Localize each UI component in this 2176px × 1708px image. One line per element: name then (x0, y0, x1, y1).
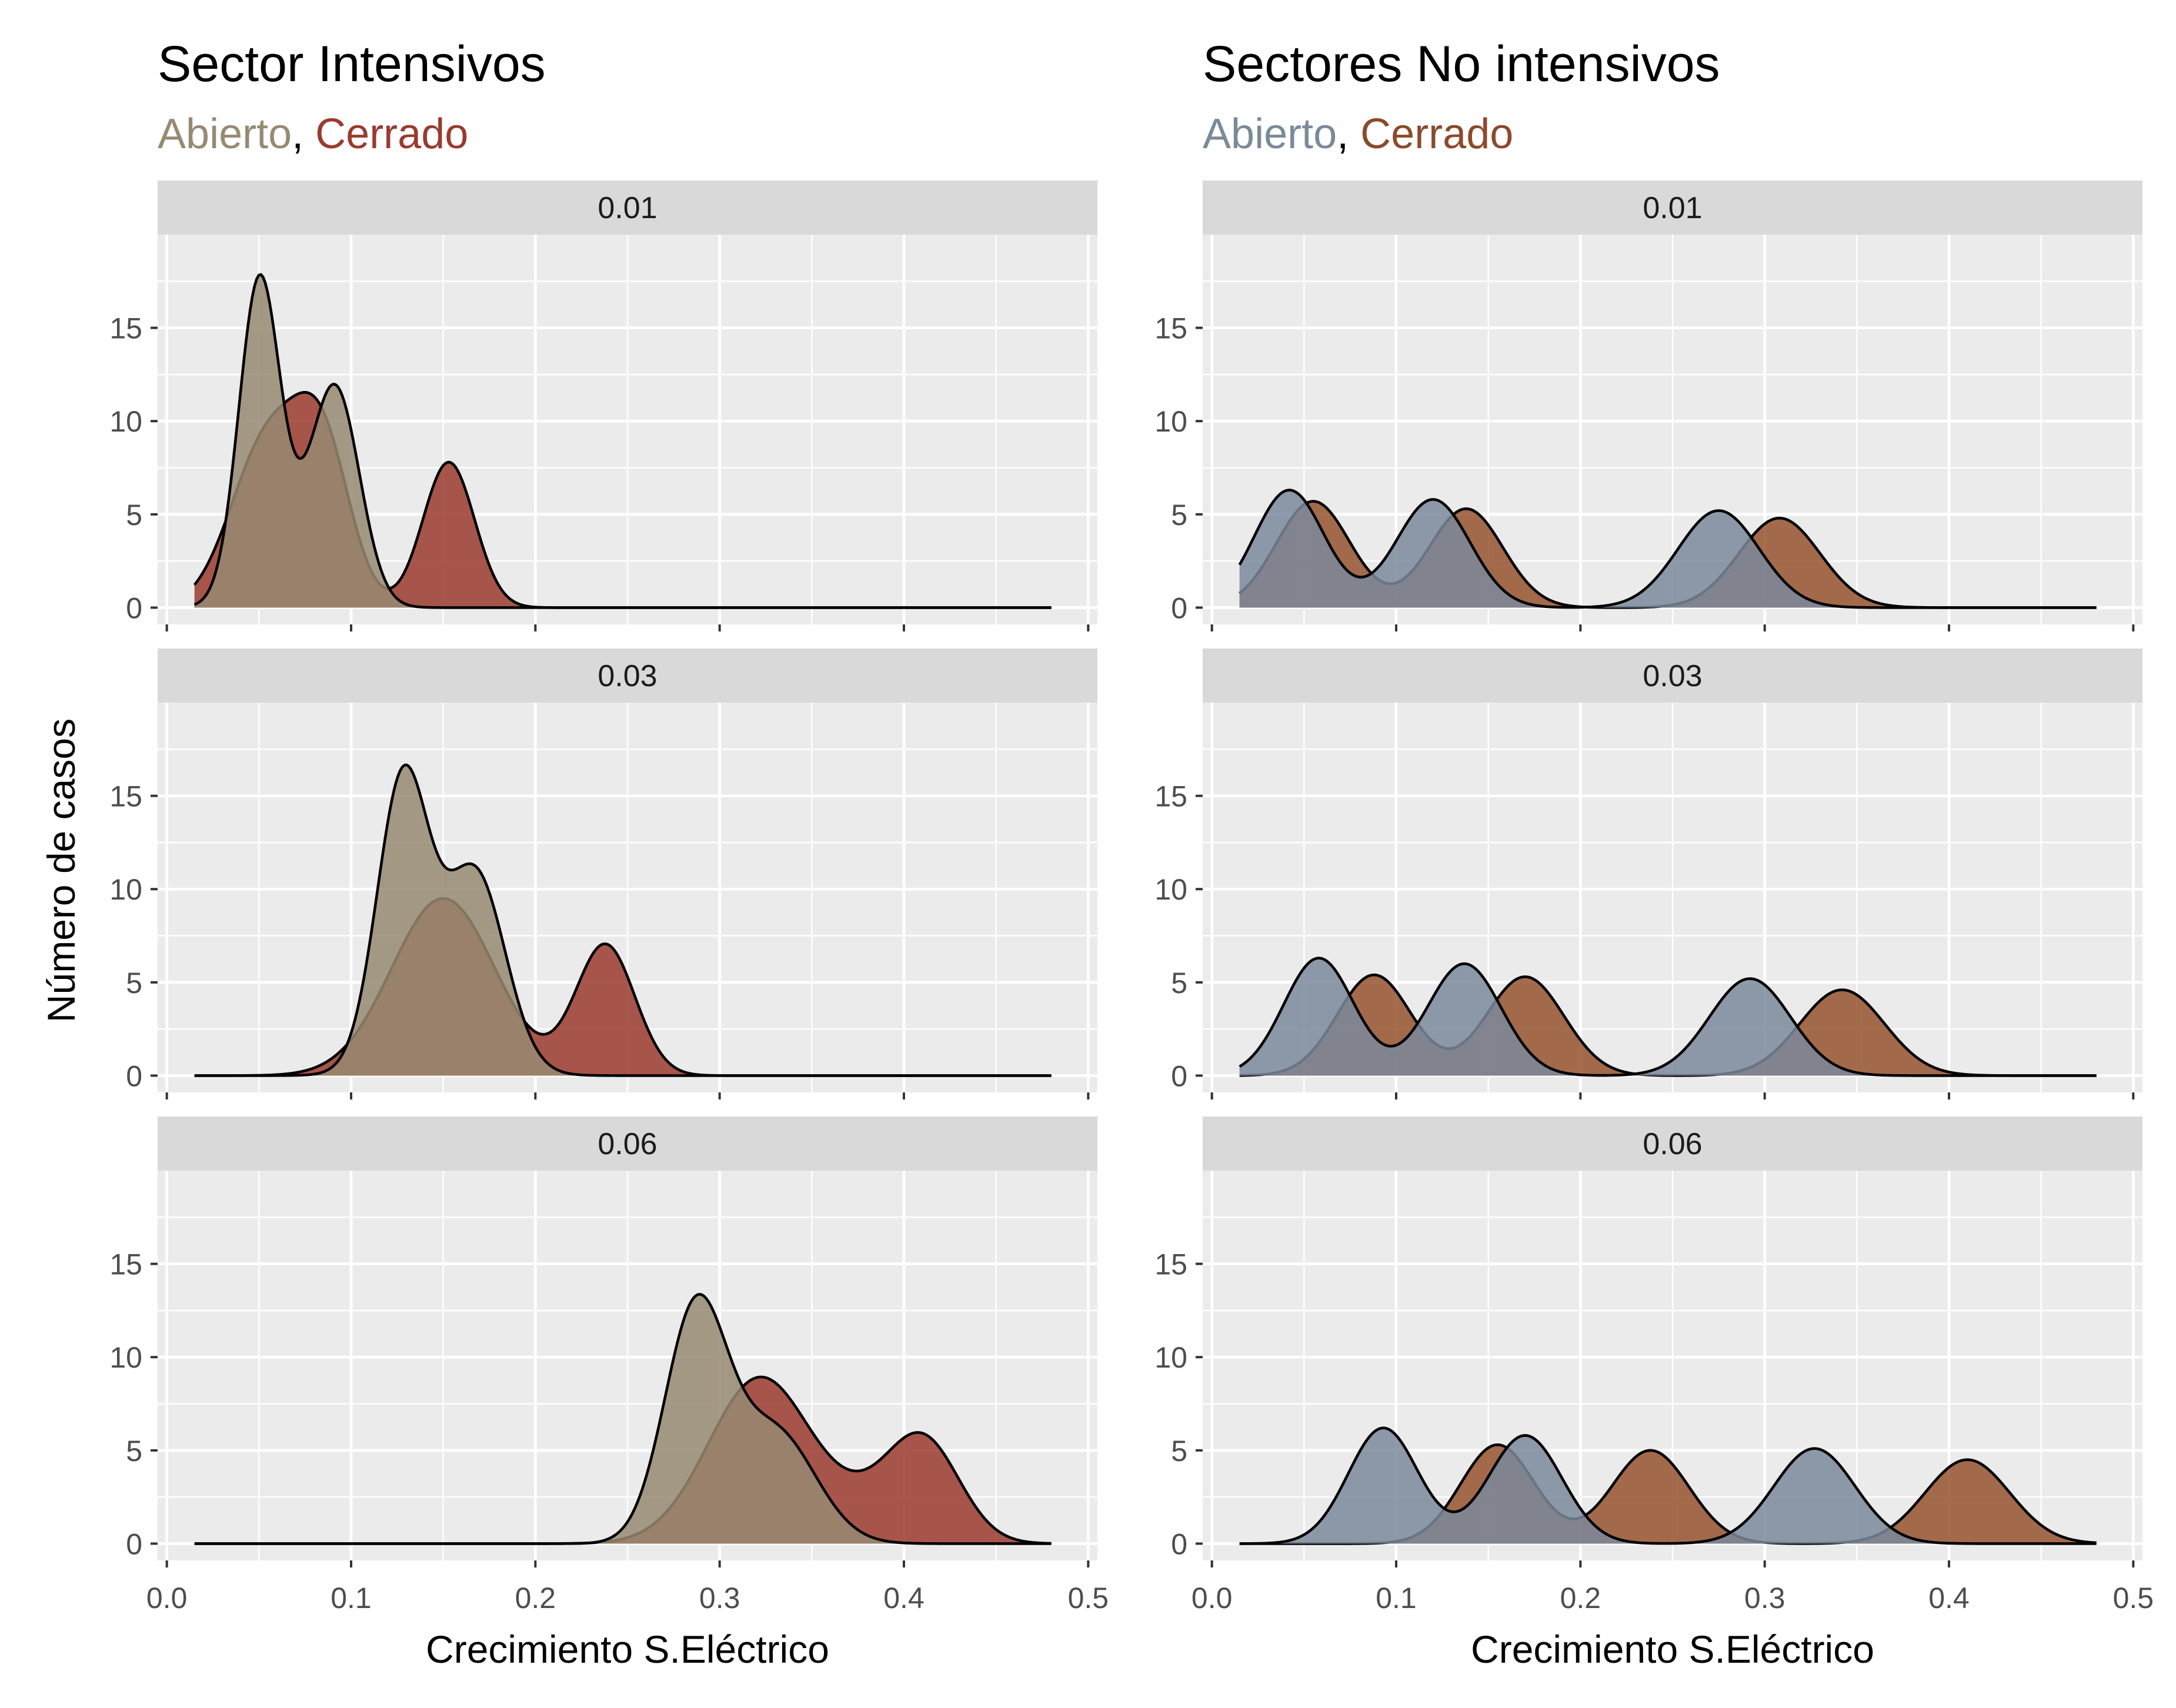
subtitle-part-0-2: Cerrado (315, 111, 468, 158)
y-tick-label: 10 (109, 1341, 142, 1374)
y-tick-label: 0 (126, 1527, 142, 1560)
x-tick-label: 0.0 (1192, 1582, 1233, 1615)
y-tick-label: 10 (109, 873, 142, 906)
facet-label: 0.01 (598, 191, 657, 225)
y-tick-label: 10 (1154, 1341, 1187, 1374)
x-axis-title-0: Crecimiento S.Eléctrico (426, 1627, 829, 1671)
density-line-abierto (1239, 957, 2097, 1077)
y-tick-label: 0 (1171, 1059, 1187, 1092)
subtitle-part-0-0: Abierto (158, 111, 292, 158)
density-area-abierto (194, 764, 1052, 1076)
y-tick-label: 15 (109, 312, 142, 345)
subtitle-part-1-1: , (1337, 111, 1360, 158)
density-area-abierto (1239, 490, 2097, 608)
x-tick-label: 0.3 (699, 1582, 740, 1615)
y-axis-title: Número de casos (39, 718, 83, 1022)
x-tick-label: 0.2 (1560, 1582, 1601, 1615)
panel-0-2: 0.06 0 5 10 15 0.0 0.1 0.2 0.3 0.4 0.5 (109, 1117, 1109, 1615)
facet-strip (1203, 181, 2142, 235)
panel-0-0: 0.01 0 5 10 15 (109, 181, 1097, 631)
facet-strip (158, 649, 1097, 703)
x-tick-label: 0.2 (515, 1582, 556, 1615)
facet-label: 0.06 (1643, 1127, 1702, 1161)
chart-title-0: Sector Intensivos (158, 36, 546, 92)
x-tick-label: 0.4 (883, 1582, 925, 1615)
density-area-abierto (1239, 958, 2097, 1076)
subtitle-part-0-1: , (292, 111, 315, 158)
y-tick-label: 15 (109, 1248, 142, 1281)
subtitle-part-1-0: Abierto (1203, 111, 1337, 158)
density-line-abierto (194, 763, 1052, 1077)
x-tick-label: 0.5 (2113, 1582, 2154, 1615)
y-tick-label: 0 (126, 1059, 142, 1092)
y-tick-label: 15 (109, 780, 142, 813)
x-tick-label: 0.0 (146, 1582, 188, 1615)
y-tick-label: 0 (1171, 591, 1187, 624)
y-tick-label: 5 (126, 499, 142, 532)
x-tick-label: 0.1 (331, 1582, 372, 1615)
panel-1-0: 0.01 0 5 10 15 (1154, 181, 2142, 631)
facet-strip (158, 1117, 1097, 1171)
y-tick-label: 5 (1171, 967, 1187, 1000)
y-tick-label: 5 (1171, 1435, 1187, 1468)
y-tick-label: 0 (126, 591, 142, 624)
y-tick-label: 15 (1154, 1248, 1187, 1281)
x-tick-label: 0.5 (1068, 1582, 1109, 1615)
facet-label: 0.03 (598, 659, 657, 693)
y-tick-label: 15 (1154, 312, 1187, 345)
x-tick-label: 0.3 (1744, 1582, 1785, 1615)
facet-label: 0.01 (1643, 191, 1702, 225)
chart-title-1: Sectores No intensivos (1203, 36, 1720, 92)
facet-strip (1203, 649, 2142, 703)
panel-1-1: 0.03 0 5 10 15 (1154, 649, 2142, 1099)
y-tick-label: 5 (126, 967, 142, 1000)
facet-label: 0.06 (598, 1127, 657, 1161)
facet-label: 0.03 (1643, 659, 1702, 693)
y-tick-label: 5 (1171, 499, 1187, 532)
y-tick-label: 10 (1154, 405, 1187, 438)
density-area-abierto (1239, 1428, 2097, 1544)
x-tick-label: 0.1 (1376, 1582, 1417, 1615)
chart-subtitle-1: Abierto, Cerrado (1203, 111, 1513, 158)
y-tick-label: 15 (1154, 780, 1187, 813)
y-tick-label: 10 (1154, 873, 1187, 906)
subtitle-part-1-2: Cerrado (1360, 111, 1513, 158)
y-tick-label: 0 (1171, 1527, 1187, 1560)
x-axis-title-1: Crecimiento S.Eléctrico (1471, 1627, 1874, 1671)
density-line-abierto (194, 1293, 1052, 1545)
facet-strip (158, 181, 1097, 235)
x-tick-label: 0.4 (1928, 1582, 1970, 1615)
density-line-abierto (1239, 1426, 2097, 1545)
facet-strip (1203, 1117, 2142, 1171)
panel-1-2: 0.06 0 5 10 15 0.0 0.1 0.2 0.3 0.4 0.5 (1154, 1117, 2154, 1615)
chart-subtitle-0: Abierto, Cerrado (158, 111, 468, 158)
y-tick-label: 5 (126, 1435, 142, 1468)
density-area-cerrado (194, 1376, 1052, 1544)
density-area-abierto (194, 274, 1052, 608)
panel-0-1: 0.03 0 5 10 15 (109, 649, 1097, 1099)
y-tick-label: 10 (109, 405, 142, 438)
density-line-abierto (1238, 489, 2097, 609)
density-line-abierto (193, 273, 1052, 609)
